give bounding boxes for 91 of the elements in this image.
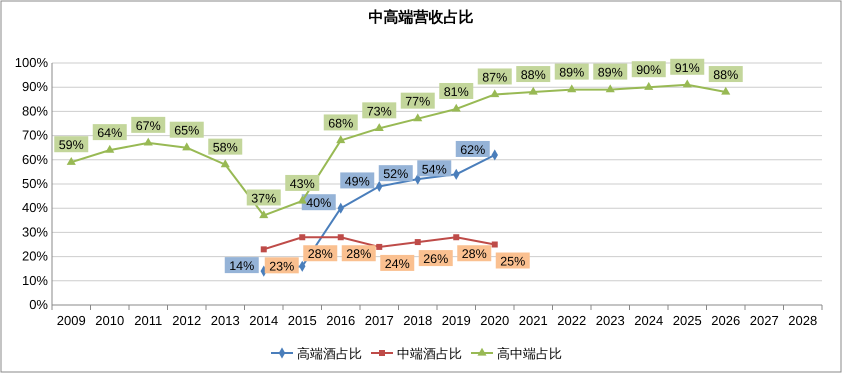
y-tick-label: 20%	[22, 248, 48, 264]
legend-label: 高中端占比	[497, 346, 562, 361]
data-label: 88%	[520, 68, 546, 82]
data-label: 89%	[598, 66, 623, 80]
x-tick-label: 2010	[95, 313, 124, 328]
data-label: 59%	[58, 138, 84, 152]
data-label: 87%	[482, 70, 508, 84]
y-tick-label: 90%	[22, 79, 48, 94]
x-tick-label: 2022	[557, 313, 586, 328]
data-label: 91%	[674, 60, 700, 75]
data-label: 49%	[344, 174, 370, 188]
data-label: 43%	[290, 176, 315, 191]
data-label: 14%	[229, 259, 254, 274]
point	[492, 242, 498, 248]
y-tick-label: 30%	[22, 224, 48, 240]
data-label: 73%	[366, 104, 392, 118]
x-tick-label: 2009	[56, 313, 86, 328]
x-tick-label: 2016	[326, 313, 356, 328]
x-tick-label: 2011	[134, 313, 162, 328]
legend-label: 中端酒占比	[397, 346, 462, 361]
point	[567, 84, 576, 92]
x-tick-label: 2025	[672, 313, 702, 328]
x-tick-label: 2013	[210, 313, 240, 328]
point	[66, 156, 76, 165]
data-label: 81%	[444, 84, 469, 99]
x-tick-label: 2028	[788, 313, 818, 328]
point	[259, 210, 268, 218]
point	[182, 142, 192, 150]
x-tick-label: 2027	[750, 313, 779, 328]
x-tick-label: 2021	[518, 313, 548, 328]
x-tick-label: 2012	[172, 313, 202, 328]
point	[144, 138, 153, 146]
legend-label: 高端酒占比	[297, 346, 362, 361]
point	[644, 82, 654, 90]
y-tick-label: 60%	[22, 152, 48, 167]
y-tick-label: 0%	[29, 297, 48, 312]
data-label: 62%	[460, 142, 486, 157]
data-label: 40%	[306, 196, 332, 210]
point	[105, 144, 114, 153]
data-label: 52%	[383, 167, 408, 182]
data-label: 28%	[308, 247, 333, 262]
y-tick-label: 50%	[22, 176, 48, 191]
data-label: 54%	[422, 162, 447, 176]
data-label: 90%	[636, 63, 662, 78]
point	[682, 80, 692, 88]
data-label: 88%	[713, 68, 738, 82]
point	[606, 84, 615, 92]
point	[298, 196, 307, 204]
data-label: 65%	[174, 124, 200, 138]
data-label: 64%	[97, 126, 122, 140]
y-tick-label: 80%	[22, 103, 48, 118]
data-label: 26%	[423, 252, 448, 266]
chart-title: 中高端营收占比	[368, 8, 474, 26]
y-tick-label: 70%	[22, 128, 48, 143]
data-label: 37%	[251, 191, 276, 206]
x-tick-label: 2020	[480, 313, 510, 328]
point	[452, 104, 461, 112]
y-tick-label: 40%	[22, 200, 48, 216]
point	[453, 234, 460, 240]
point	[374, 123, 384, 131]
point	[414, 239, 421, 246]
point	[376, 244, 382, 250]
data-label: 67%	[136, 118, 161, 133]
data-label: 89%	[559, 66, 584, 80]
x-tick-label: 2026	[711, 313, 740, 328]
point	[338, 234, 344, 240]
x-tick-label: 2023	[596, 313, 625, 328]
data-label: 68%	[328, 116, 354, 130]
y-tick-label: 100%	[14, 55, 48, 70]
point	[336, 135, 346, 144]
x-tick-label: 2018	[403, 313, 432, 328]
point	[721, 86, 730, 95]
point	[299, 234, 306, 240]
point	[260, 246, 267, 252]
data-label: 58%	[212, 140, 238, 155]
y-tick-label: 10%	[22, 272, 48, 288]
x-tick-label: 2015	[288, 313, 317, 328]
x-tick-label: 2024	[634, 313, 664, 328]
x-tick-label: 2017	[364, 313, 394, 328]
x-tick-label: 2014	[249, 313, 278, 328]
data-label: 28%	[462, 247, 487, 262]
x-tick-label: 2019	[442, 313, 471, 328]
data-label: 28%	[346, 247, 372, 262]
point	[528, 86, 538, 95]
point	[490, 89, 500, 98]
point	[413, 113, 422, 122]
point	[220, 159, 230, 168]
data-label: 23%	[269, 259, 294, 274]
data-label: 77%	[405, 94, 430, 109]
data-label: 24%	[384, 256, 410, 271]
data-label: 25%	[500, 254, 526, 268]
